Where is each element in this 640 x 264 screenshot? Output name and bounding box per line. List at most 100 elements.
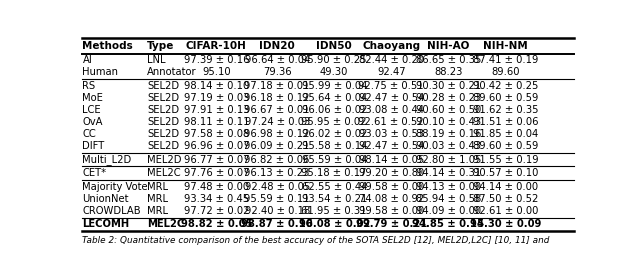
- Text: 94.14 ± 0.00: 94.14 ± 0.00: [473, 182, 538, 192]
- Text: RS: RS: [83, 81, 95, 91]
- Text: 98.14 ± 0.10: 98.14 ± 0.10: [184, 81, 249, 91]
- Text: 95.10: 95.10: [202, 67, 230, 77]
- Text: 96.67 ± 0.01: 96.67 ± 0.01: [244, 105, 310, 115]
- Text: 92.47: 92.47: [377, 67, 406, 77]
- Text: 96.09 ± 0.21: 96.09 ± 0.21: [244, 141, 310, 151]
- Text: 92.80 ± 1.05: 92.80 ± 1.05: [415, 155, 481, 165]
- Text: 93.08 ± 0.44: 93.08 ± 0.44: [359, 105, 424, 115]
- Text: 92.75 ± 0.51: 92.75 ± 0.51: [358, 81, 424, 91]
- Text: 62.55 ± 0.44: 62.55 ± 0.44: [301, 182, 367, 192]
- Text: 96.64 ± 0.04: 96.64 ± 0.04: [244, 55, 310, 65]
- Text: 99.58 ± 0.00: 99.58 ± 0.00: [358, 182, 424, 192]
- Text: 87.50 ± 0.52: 87.50 ± 0.52: [472, 194, 538, 204]
- Text: 90.03 ± 0.43: 90.03 ± 0.43: [416, 141, 481, 151]
- Text: MEL2C: MEL2C: [147, 168, 180, 178]
- Text: Annotator: Annotator: [147, 67, 196, 77]
- Text: 97.24 ± 0.03: 97.24 ± 0.03: [244, 117, 310, 127]
- Text: 97.58 ± 0.08: 97.58 ± 0.08: [184, 129, 249, 139]
- Text: 90.10 ± 0.43: 90.10 ± 0.43: [416, 117, 481, 127]
- Text: CET*: CET*: [83, 168, 107, 178]
- Text: Human: Human: [83, 67, 118, 77]
- Text: 95.59 ± 0.04: 95.59 ± 0.04: [301, 155, 367, 165]
- Text: 98.11 ± 0.11: 98.11 ± 0.11: [184, 117, 249, 127]
- Text: 89.60: 89.60: [491, 67, 520, 77]
- Text: 93.54 ± 0.21: 93.54 ± 0.21: [301, 194, 367, 204]
- Text: 96.13 ± 0.23: 96.13 ± 0.23: [244, 168, 310, 178]
- Text: LECOMH: LECOMH: [83, 219, 130, 229]
- Text: 96.08 ± 0.02: 96.08 ± 0.02: [298, 219, 370, 229]
- Text: 99.58 ± 0.00: 99.58 ± 0.00: [358, 206, 424, 216]
- Text: Chaoyang: Chaoyang: [362, 41, 420, 51]
- Text: 90.30 ± 0.21: 90.30 ± 0.21: [415, 81, 481, 91]
- Text: 94.13 ± 0.00: 94.13 ± 0.00: [416, 182, 481, 192]
- Text: 92.47 ± 0.54: 92.47 ± 0.54: [358, 93, 424, 103]
- Text: SEL2D: SEL2D: [147, 117, 179, 127]
- Text: 79.36: 79.36: [263, 67, 291, 77]
- Text: 95.90 ± 0.25: 95.90 ± 0.25: [301, 55, 367, 65]
- Text: 98.87 ± 0.10: 98.87 ± 0.10: [241, 219, 313, 229]
- Text: 90.60 ± 0.50: 90.60 ± 0.50: [415, 105, 481, 115]
- Text: 93.03 ± 0.53: 93.03 ± 0.53: [358, 129, 424, 139]
- Text: 92.47 ± 0.54: 92.47 ± 0.54: [358, 141, 424, 151]
- Text: 96.06 ± 0.02: 96.06 ± 0.02: [301, 105, 367, 115]
- Text: 97.76 ± 0.07: 97.76 ± 0.07: [184, 168, 249, 178]
- Text: SEL2D: SEL2D: [147, 93, 179, 103]
- Text: Type: Type: [147, 41, 174, 51]
- Text: 86.65 ± 0.35: 86.65 ± 0.35: [415, 55, 481, 65]
- Text: 95.59 ± 0.11: 95.59 ± 0.11: [244, 194, 310, 204]
- Text: 87.41 ± 0.19: 87.41 ± 0.19: [472, 55, 538, 65]
- Text: LCE: LCE: [83, 105, 101, 115]
- Text: IDN20: IDN20: [259, 41, 295, 51]
- Text: AI: AI: [83, 55, 92, 65]
- Text: 99.79 ± 0.21: 99.79 ± 0.21: [356, 219, 427, 229]
- Text: 98.82 ± 0.05: 98.82 ± 0.05: [180, 219, 252, 229]
- Text: 61.95 ± 0.31: 61.95 ± 0.31: [301, 206, 367, 216]
- Text: 91.55 ± 0.19: 91.55 ± 0.19: [472, 155, 538, 165]
- Text: CIFAR-10H: CIFAR-10H: [186, 41, 247, 51]
- Text: 92.48 ± 0.05: 92.48 ± 0.05: [244, 182, 310, 192]
- Text: 89.60 ± 0.59: 89.60 ± 0.59: [472, 141, 538, 151]
- Text: 91.51 ± 0.06: 91.51 ± 0.06: [472, 117, 538, 127]
- Text: 97.91 ± 0.13: 97.91 ± 0.13: [184, 105, 249, 115]
- Text: NIH-AO: NIH-AO: [427, 41, 470, 51]
- Text: 89.60 ± 0.59: 89.60 ± 0.59: [472, 93, 538, 103]
- Text: CROWDLAB: CROWDLAB: [83, 206, 141, 216]
- Text: 97.39 ± 0.16: 97.39 ± 0.16: [184, 55, 249, 65]
- Text: MoE: MoE: [83, 93, 103, 103]
- Text: 91.85 ± 0.04: 91.85 ± 0.04: [473, 129, 538, 139]
- Text: 95.95 ± 0.02: 95.95 ± 0.02: [301, 117, 367, 127]
- Text: 98.14 ± 0.05: 98.14 ± 0.05: [358, 155, 424, 165]
- Text: 96.77 ± 0.07: 96.77 ± 0.07: [184, 155, 249, 165]
- Text: 97.72 ± 0.02: 97.72 ± 0.02: [184, 206, 249, 216]
- Text: SEL2D: SEL2D: [147, 141, 179, 151]
- Text: NIH-NM: NIH-NM: [483, 41, 528, 51]
- Text: Majority Vote: Majority Vote: [83, 182, 148, 192]
- Text: 96.18 ± 0.12: 96.18 ± 0.12: [244, 93, 310, 103]
- Text: 99.20 ± 0.80: 99.20 ± 0.80: [358, 168, 424, 178]
- Text: 92.40 ± 0.18: 92.40 ± 0.18: [244, 206, 310, 216]
- Text: 94.14 ± 0.31: 94.14 ± 0.31: [415, 168, 481, 178]
- Text: 96.82 ± 0.06: 96.82 ± 0.06: [244, 155, 310, 165]
- Text: 95.64 ± 0.04: 95.64 ± 0.04: [301, 93, 367, 103]
- Text: 93.34 ± 0.45: 93.34 ± 0.45: [184, 194, 249, 204]
- Text: MEL2C: MEL2C: [147, 219, 184, 229]
- Text: 92.61 ± 0.00: 92.61 ± 0.00: [472, 206, 538, 216]
- Text: 96.98 ± 0.12: 96.98 ± 0.12: [244, 129, 310, 139]
- Text: 92.61 ± 0.52: 92.61 ± 0.52: [358, 117, 424, 127]
- Text: 95.18 ± 0.17: 95.18 ± 0.17: [301, 168, 367, 178]
- Text: OvA: OvA: [83, 117, 103, 127]
- Text: MRL: MRL: [147, 182, 168, 192]
- Text: 95.99 ± 0.04: 95.99 ± 0.04: [301, 81, 367, 91]
- Text: MRL: MRL: [147, 206, 168, 216]
- Text: 94.85 ± 0.15: 94.85 ± 0.15: [412, 219, 484, 229]
- Text: 90.57 ± 0.10: 90.57 ± 0.10: [472, 168, 538, 178]
- Text: 94.30 ± 0.09: 94.30 ± 0.09: [470, 219, 541, 229]
- Text: LNL: LNL: [147, 55, 166, 65]
- Text: SEL2D: SEL2D: [147, 105, 179, 115]
- Text: MEL2D: MEL2D: [147, 155, 182, 165]
- Text: Methods: Methods: [83, 41, 133, 51]
- Text: DIFT: DIFT: [83, 141, 105, 151]
- Text: 85.94 ± 0.58: 85.94 ± 0.58: [415, 194, 481, 204]
- Text: 97.18 ± 0.01: 97.18 ± 0.01: [244, 81, 310, 91]
- Text: 90.42 ± 0.25: 90.42 ± 0.25: [472, 81, 538, 91]
